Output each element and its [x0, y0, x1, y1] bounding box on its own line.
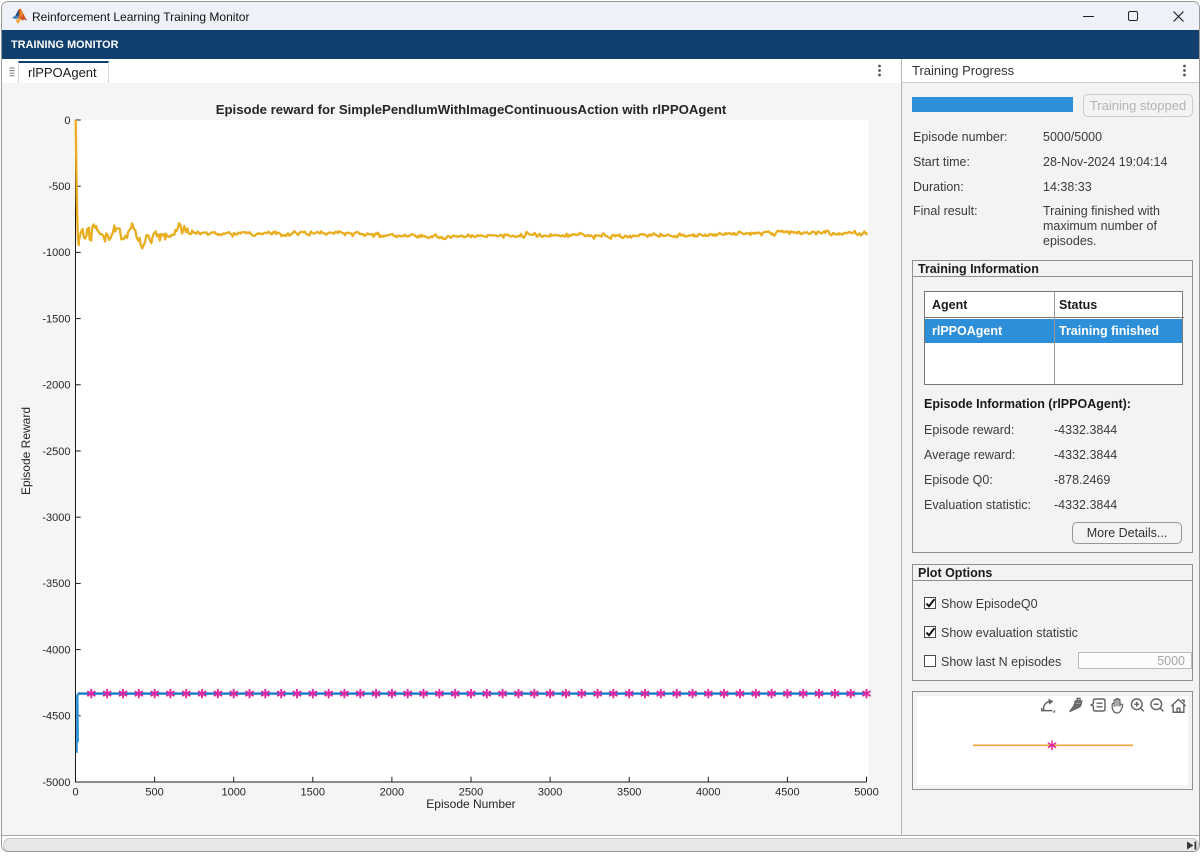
svg-text:-2500: -2500 — [42, 446, 70, 458]
svg-text:1000: 1000 — [221, 787, 245, 799]
svg-text:Episode Number: Episode Number — [426, 797, 515, 811]
svg-text:2000: 2000 — [380, 787, 404, 799]
svg-text:0: 0 — [64, 115, 70, 127]
svg-text:1500: 1500 — [301, 787, 325, 799]
svg-text:3000: 3000 — [538, 787, 562, 799]
svg-text:-5000: -5000 — [42, 777, 70, 789]
svg-text:-3500: -3500 — [42, 578, 70, 590]
svg-text:4500: 4500 — [775, 787, 799, 799]
svg-text:-3000: -3000 — [42, 512, 70, 524]
svg-text:Episode reward for SimplePendl: Episode reward for SimplePendlumWithImag… — [216, 102, 727, 117]
svg-text:-1000: -1000 — [42, 247, 70, 259]
svg-text:5000: 5000 — [854, 787, 878, 799]
svg-text:4000: 4000 — [696, 787, 720, 799]
svg-text:Episode Reward: Episode Reward — [19, 407, 33, 495]
svg-text:-1500: -1500 — [42, 313, 70, 325]
svg-text:500: 500 — [145, 787, 163, 799]
svg-text:-500: -500 — [48, 181, 70, 193]
svg-text:3500: 3500 — [617, 787, 641, 799]
svg-text:-4500: -4500 — [42, 711, 70, 723]
svg-text:-2000: -2000 — [42, 380, 70, 392]
svg-text:2500: 2500 — [459, 787, 483, 799]
svg-text:-4000: -4000 — [42, 644, 70, 656]
svg-text:0: 0 — [72, 787, 78, 799]
